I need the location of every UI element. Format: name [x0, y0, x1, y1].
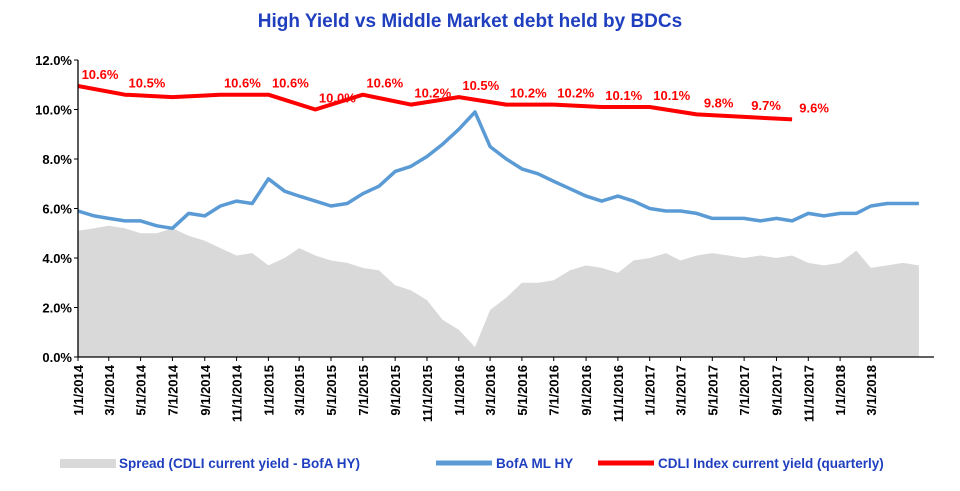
data-label: 10.6%	[272, 76, 309, 91]
x-tick-label: 5/1/2014	[134, 364, 149, 415]
x-tick-label: 11/1/2017	[801, 365, 816, 422]
x-tick-label: 5/1/2016	[515, 365, 530, 416]
legend-swatch-spread	[60, 459, 116, 468]
y-tick-label: 8.0%	[42, 152, 72, 167]
y-tick-label: 0.0%	[42, 350, 72, 365]
data-label: 10.5%	[129, 76, 166, 91]
x-tick-label: 5/1/2017	[705, 365, 720, 416]
x-tick-label: 3/1/2016	[483, 365, 498, 416]
data-label: 10.1%	[653, 88, 690, 103]
x-tick-label: 7/1/2015	[356, 365, 371, 416]
x-tick-label: 7/1/2016	[547, 365, 562, 416]
data-label: 10.5%	[462, 78, 499, 93]
data-label: 9.7%	[751, 98, 781, 113]
x-tick-label: 11/1/2016	[611, 365, 626, 422]
data-label: 9.6%	[799, 100, 829, 115]
x-tick-label: 9/1/2014	[198, 364, 213, 415]
x-tick-label: 1/1/2016	[452, 365, 467, 416]
x-tick-label: 1/1/2017	[643, 365, 658, 416]
x-tick-label: 1/1/2015	[261, 365, 276, 416]
y-tick-label: 6.0%	[42, 202, 72, 217]
x-tick-label: 3/1/2018	[864, 365, 879, 416]
legend-label-spread: Spread (CDLI current yield - BofA HY)	[119, 456, 360, 471]
data-label: 10.6%	[224, 76, 261, 91]
x-tick-label: 3/1/2017	[673, 365, 688, 416]
y-tick-label: 4.0%	[42, 251, 72, 266]
x-tick-label: 9/1/2015	[388, 365, 403, 416]
x-tick-label: 9/1/2016	[579, 365, 594, 416]
spread-area	[78, 225, 919, 357]
data-label: 10.1%	[605, 88, 642, 103]
legend: Spread (CDLI current yield - BofA HY) Bo…	[60, 456, 884, 471]
bofa-line	[77, 110, 919, 231]
data-label: 10.2%	[557, 86, 594, 101]
x-tick-label: 11/1/2015	[420, 365, 435, 422]
x-tick-label: 3/1/2014	[102, 364, 117, 415]
data-label: 9.8%	[704, 95, 734, 110]
data-label: 10.2%	[414, 86, 451, 101]
cdli-line	[77, 84, 793, 122]
data-label: 10.6%	[82, 67, 119, 82]
x-tick-label: 5/1/2015	[324, 365, 339, 416]
legend-label-cdli: CDLI Index current yield (quarterly)	[658, 456, 884, 471]
x-tick-label: 7/1/2014	[165, 364, 180, 415]
x-tick-label: 11/1/2014	[230, 364, 245, 422]
legend-label-bofa: BofA ML HY	[496, 456, 573, 471]
plot-area: 0.0% 2.0% 4.0% 6.0% 8.0% 10.0% 12.0% 10.6% 10.5%…	[35, 53, 934, 422]
x-tick-label: 1/1/2014	[71, 364, 86, 415]
data-label: 10.6%	[366, 76, 403, 91]
x-tick-label: 1/1/2018	[833, 365, 848, 416]
data-label: 10.2%	[510, 86, 547, 101]
data-label: 10.0%	[319, 91, 356, 106]
x-tick-label: 3/1/2015	[292, 365, 307, 416]
y-tick-label: 2.0%	[42, 301, 72, 316]
y-tick-label: 10.0%	[35, 103, 72, 118]
y-tick-label: 12.0%	[35, 53, 72, 68]
x-tick-label: 9/1/2017	[769, 365, 784, 416]
x-tick-label: 7/1/2017	[737, 365, 752, 416]
chart-title: High Yield vs Middle Market debt held by…	[258, 11, 682, 32]
